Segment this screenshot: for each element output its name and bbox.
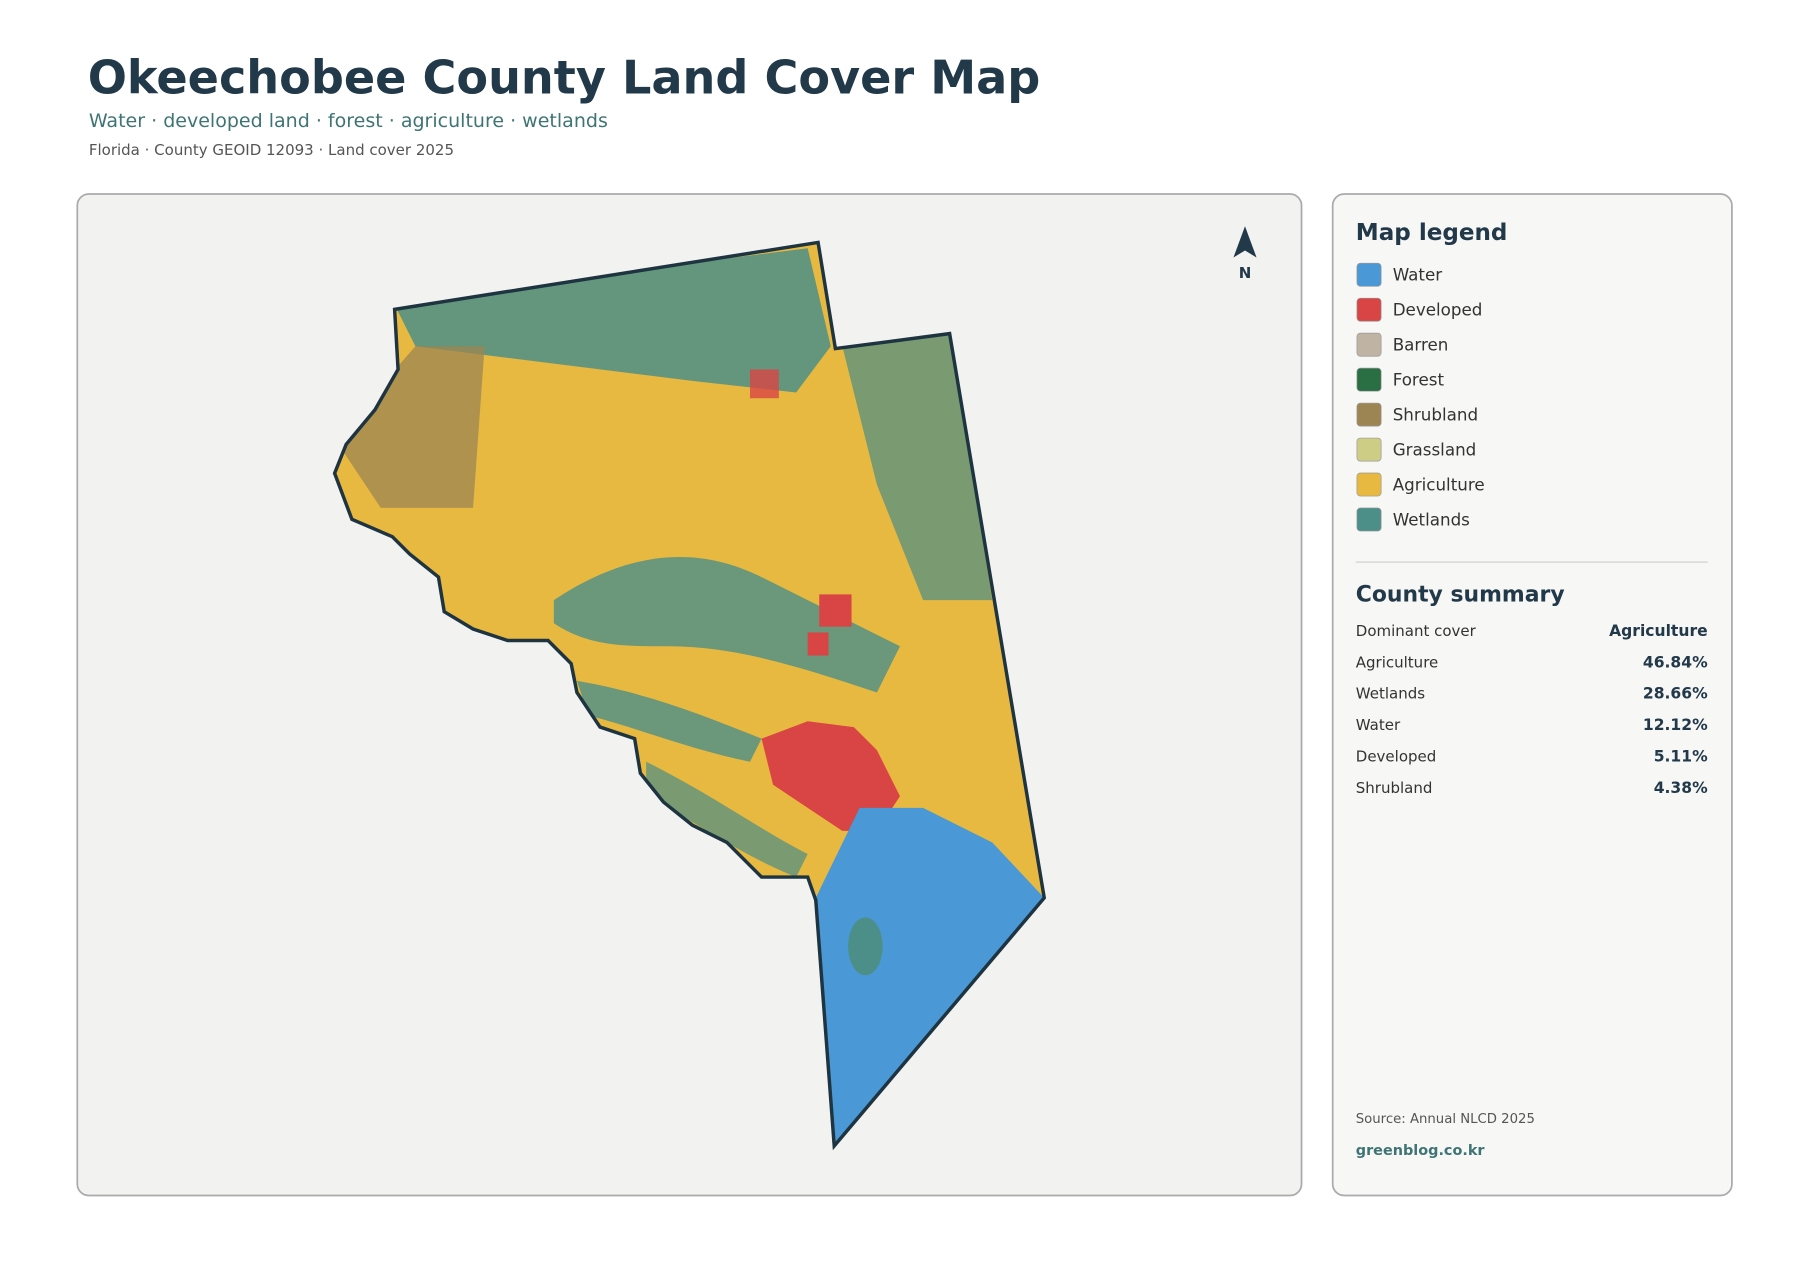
legend-swatch — [1356, 507, 1382, 532]
summary-label: Agriculture — [1356, 653, 1439, 671]
legend-swatch — [1356, 437, 1382, 462]
north-label: N — [1239, 264, 1252, 282]
summary-value: 12.12% — [1643, 716, 1708, 734]
source: Source: Annual NLCD 2025 — [1356, 1112, 1535, 1127]
meta: Florida · County GEOID 12093 · Land cove… — [89, 141, 454, 159]
legend-title: Map legend — [1356, 220, 1508, 246]
legend-swatch — [1356, 262, 1382, 287]
title: Okeechobee County Land Cover Map — [88, 51, 1041, 105]
legend-swatch — [1356, 472, 1382, 497]
legend-swatch — [1356, 332, 1382, 357]
subtitle: Water · developed land · forest · agricu… — [89, 110, 608, 132]
north-arrow — [1233, 226, 1257, 258]
summary-value: 46.84% — [1643, 653, 1708, 671]
summary-label: Water — [1356, 716, 1401, 734]
legend-swatch — [1356, 297, 1382, 322]
legend-label: Water — [1393, 265, 1443, 285]
legend-swatch — [1356, 402, 1382, 427]
side-panel — [1331, 193, 1733, 1197]
summary-label: Developed — [1356, 747, 1437, 765]
legend-label: Shrubland — [1393, 404, 1478, 424]
summary-value: 4.38% — [1654, 779, 1708, 797]
legend-label: Grassland — [1393, 439, 1477, 459]
summary-label: Dominant cover — [1356, 622, 1477, 640]
summary-value: 28.66% — [1643, 685, 1708, 703]
legend-label: Barren — [1393, 334, 1449, 354]
legend-label: Wetlands — [1393, 509, 1470, 529]
legend-label: Agriculture — [1393, 474, 1485, 494]
legend-label: Forest — [1393, 369, 1445, 389]
legend-label: Developed — [1393, 299, 1483, 319]
summary-label: Shrubland — [1356, 779, 1433, 797]
summary-value: Agriculture — [1609, 622, 1708, 640]
county-map — [332, 240, 1047, 1151]
summary: Dominant cover Agriculture Agriculture 46.8… — [1356, 622, 1708, 797]
legend: Water Developed Barren Forest Shrubland Grass… — [1356, 262, 1485, 532]
site: greenblog.co.kr — [1356, 1143, 1486, 1159]
legend-swatch — [1356, 367, 1382, 392]
summary-value: 5.11% — [1654, 747, 1708, 765]
summary-label: Wetlands — [1356, 685, 1425, 703]
summary-title: County summary — [1356, 582, 1565, 607]
